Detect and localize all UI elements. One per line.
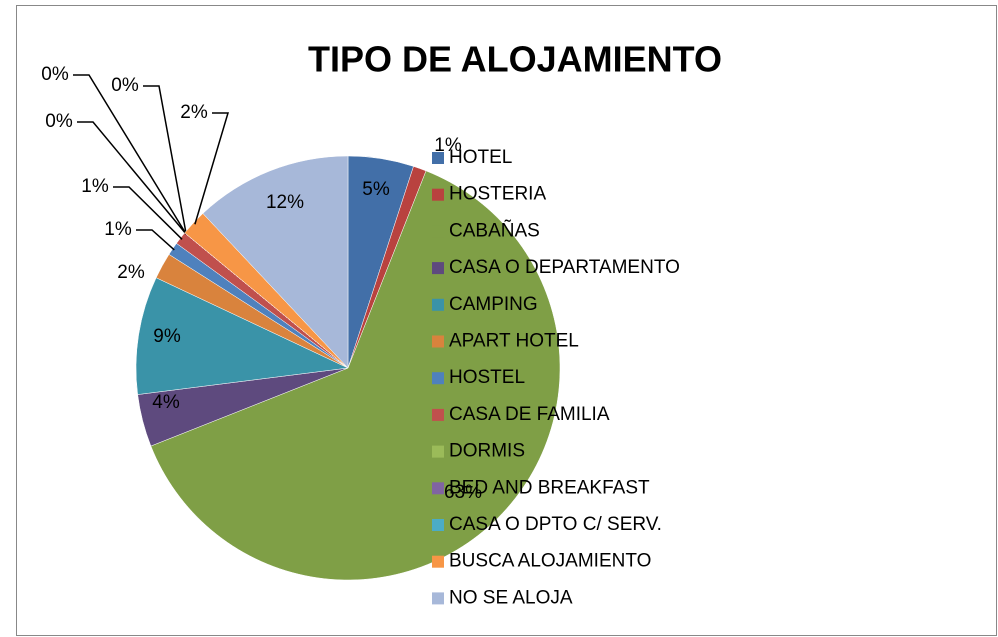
leader-line	[143, 85, 187, 235]
legend-swatch	[432, 592, 444, 605]
data-label: 4%	[152, 392, 180, 413]
legend-label: CAMPING	[449, 294, 538, 315]
legend-label: CASA DE FAMILIA	[449, 404, 610, 425]
legend-label: CASA O DPTO C/ SERV.	[449, 514, 662, 535]
legend-label: APART HOTEL	[449, 331, 579, 352]
legend-swatch	[432, 372, 444, 385]
data-label: 63%	[444, 482, 482, 503]
data-label: 1%	[434, 135, 462, 156]
leader-line	[113, 186, 183, 240]
legend-label: BUSCA ALOJAMIENTO	[449, 551, 651, 572]
leader-line	[77, 121, 187, 235]
data-label: 5%	[362, 179, 390, 200]
legend-label: HOTEL	[449, 147, 512, 168]
legend-swatch	[432, 519, 444, 531]
data-label: 0%	[41, 64, 69, 85]
legend-label: HOSTERIA	[449, 184, 546, 205]
data-label: 0%	[111, 75, 139, 96]
data-label: 12%	[266, 192, 304, 213]
legend-swatch	[432, 262, 444, 275]
legend-swatch	[432, 445, 444, 458]
legend-label: BED AND BREAKFAST	[449, 477, 650, 498]
data-label: 9%	[153, 326, 181, 347]
data-label: 1%	[81, 176, 109, 197]
legend-swatch	[432, 482, 444, 495]
pie-slice	[202, 155, 349, 369]
data-label: 2%	[180, 102, 208, 123]
leader-line	[194, 112, 230, 225]
legend-label: DORMIS	[449, 441, 525, 462]
pie-slice	[150, 170, 561, 581]
legend-swatch	[432, 152, 444, 164]
chart-title: TIPO DE ALOJAMIENTO	[308, 39, 722, 80]
leader-line	[73, 74, 187, 235]
data-label: 2%	[117, 262, 145, 283]
data-label: 0%	[45, 111, 73, 132]
legend-label: HOSTEL	[449, 367, 525, 388]
legend-label: CABAÑAS	[449, 219, 540, 241]
pie-slice	[135, 277, 349, 395]
legend-swatch	[432, 408, 444, 421]
data-label: 1%	[104, 219, 132, 240]
legend-swatch	[432, 335, 444, 348]
legend-swatch	[432, 188, 444, 201]
legend-swatch	[432, 555, 444, 568]
legend-label: NO SE ALOJA	[449, 587, 573, 608]
legend-swatch	[432, 225, 444, 238]
legend-swatch	[432, 298, 444, 311]
leader-line	[136, 229, 175, 251]
legend-label: CASA O DEPARTAMENTO	[449, 257, 680, 278]
